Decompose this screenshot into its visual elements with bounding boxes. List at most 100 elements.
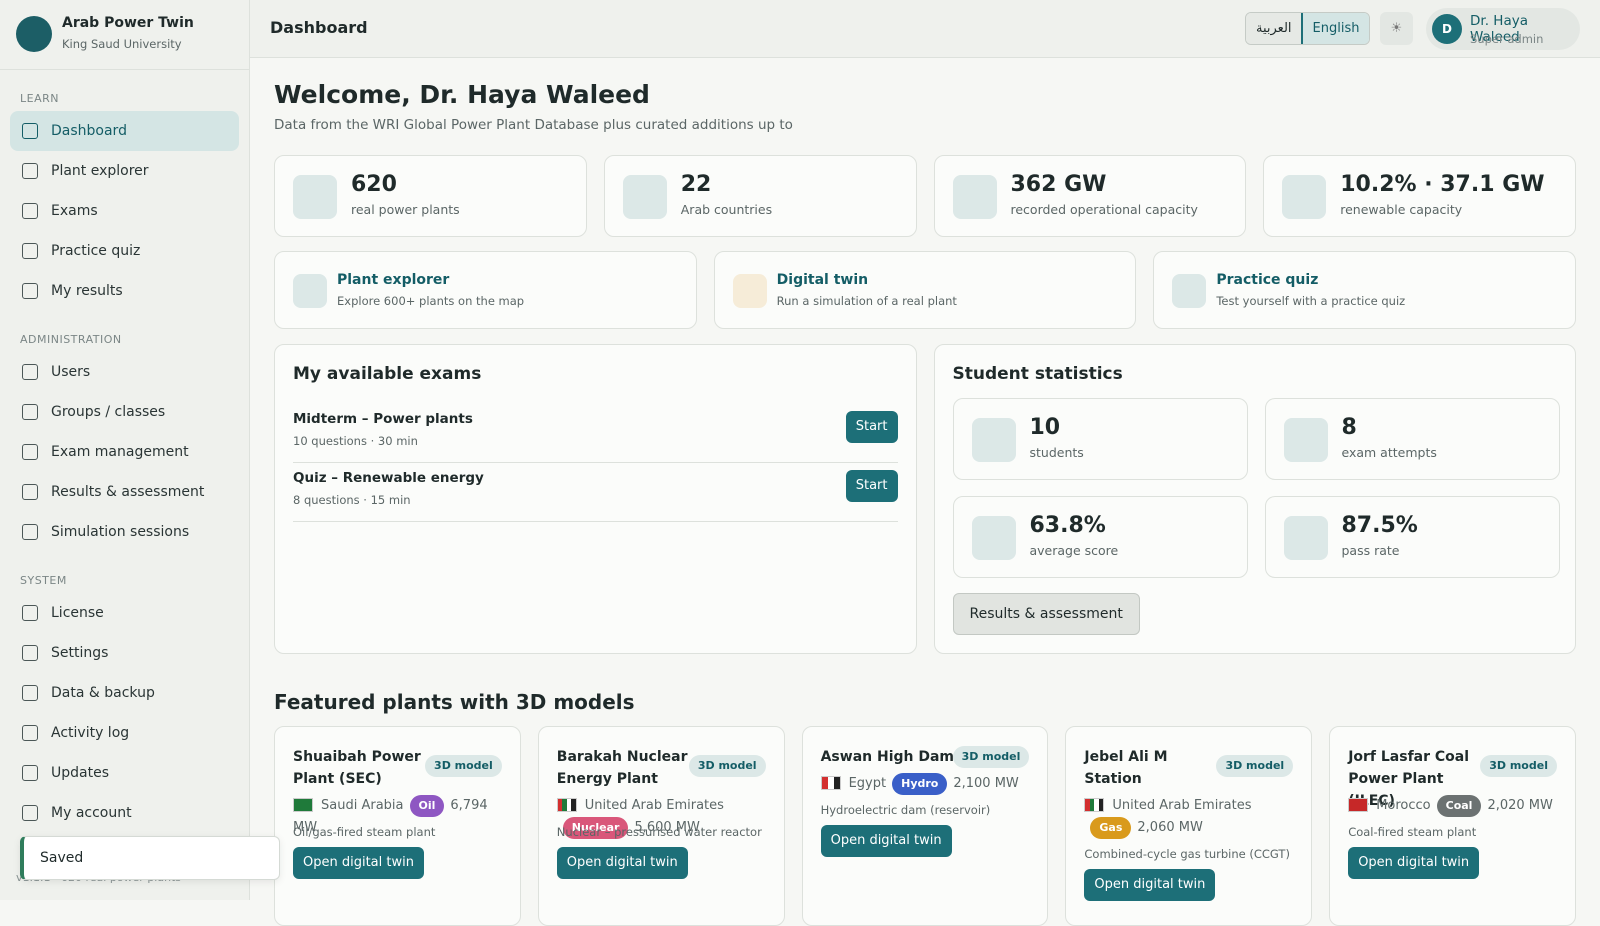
nav-item[interactable]: Simulation sessions [10, 512, 239, 552]
capacity: 5,600 MW [634, 820, 700, 835]
stat-label: renewable capacity [1340, 202, 1463, 217]
quick-link[interactable]: Digital twin Run a simulation of a real p… [713, 251, 1137, 329]
sidebar: Arab Power Twin King Saud University LEARN… [0, 0, 250, 900]
nav-label: Settings [51, 645, 109, 661]
panels-row: My available exams Midterm – Power plants… [274, 329, 1576, 654]
plant-location: United Arab Emirates Gas 2,060 MW [1084, 795, 1301, 839]
plant-card: Jorf Lasfar Coal Power Plant (JLEC) 3D mo… [1329, 726, 1576, 926]
flag-stripe [566, 799, 572, 811]
page-title: Dashboard [270, 18, 368, 37]
nav-icon [22, 605, 38, 621]
model-badge: 3D model [688, 755, 766, 777]
plant-card: Aswan High Dam 3D model Egypt Hydro 2,100 MW… [801, 726, 1049, 926]
links-row: Plant explorer Explore 600+ plants on the… [274, 237, 1577, 329]
nav-item[interactable]: Dashboard [10, 111, 239, 151]
nav-label: My account [51, 805, 132, 821]
open-twin-button[interactable]: Open digital twin [1084, 869, 1216, 901]
quick-link[interactable]: Plant explorer Explore 600+ plants on the… [274, 251, 697, 329]
nav-item[interactable]: Exam management [10, 432, 239, 472]
nav-item[interactable]: License [10, 593, 239, 633]
nav-label: Results & assessment [51, 484, 205, 500]
nav-icon [22, 364, 38, 380]
plant-location: Saudi Arabia Oil 6,794 MW [293, 795, 510, 839]
brand-title: Arab Power Twin [62, 15, 194, 31]
stat-label: exam attempts [1341, 445, 1437, 460]
stat-value: 8 [1341, 415, 1357, 440]
student-stats-card: Student statistics 10 students 8 exam attemp… [933, 344, 1576, 654]
capacity: 2,100 MW [953, 776, 1019, 791]
start-button[interactable]: Start [845, 470, 898, 502]
plant-desc: Oil/gas-fired steam plant [293, 825, 436, 839]
language-button[interactable]: العربية [1246, 13, 1302, 44]
nav-icon [22, 725, 38, 741]
plant-card: Jebel Ali M Station 3D model United Arab E… [1065, 726, 1313, 926]
nav-item[interactable]: Users [10, 352, 239, 392]
open-twin-button[interactable]: Open digital twin [1348, 847, 1480, 879]
country: United Arab Emirates [584, 798, 724, 813]
theme-toggle[interactable]: ☀ [1380, 12, 1413, 45]
nav-icon [22, 243, 38, 259]
flag-stripe [562, 799, 567, 811]
nav-icon [22, 805, 38, 821]
nav-item[interactable]: Updates [10, 753, 239, 793]
nav-item[interactable]: Groups / classes [10, 392, 239, 432]
model-badge: 3D model [1216, 755, 1294, 777]
plants-row: Shuaibah Power Plant (SEC) 3D model Saudi … [274, 726, 1576, 926]
flag-stripe [1089, 799, 1095, 811]
open-twin-button[interactable]: Open digital twin [820, 825, 952, 857]
card-title: My available exams [293, 364, 482, 384]
nav-item[interactable]: Results & assessment [10, 472, 239, 512]
nav-item[interactable]: Data & backup [10, 673, 239, 713]
link-title: Digital twin [776, 272, 869, 288]
link-desc: Test yourself with a practice quiz [1216, 294, 1406, 308]
type-chip: Gas [1090, 817, 1132, 839]
model-badge: 3D model [1480, 755, 1557, 777]
stat-card: 10.2% · 37.1 GW renewable capacity [1263, 155, 1576, 237]
flag-stripe [1098, 799, 1104, 811]
plant-name: Jebel Ali M Station [1084, 749, 1168, 787]
model-badge: 3D model [952, 746, 1030, 768]
user-name: Dr. Haya Waleed [1470, 13, 1528, 45]
user-menu[interactable]: D Dr. Haya Waleed Super admin [1426, 8, 1580, 50]
nav-icon [22, 404, 38, 420]
nav-icon [22, 123, 38, 139]
nav-label: Practice quiz [51, 243, 141, 259]
nav-label: License [51, 605, 104, 621]
stat-label: recorded operational capacity [1010, 202, 1198, 217]
nav-item[interactable]: Plant explorer [10, 151, 239, 191]
flag-stripe [1085, 799, 1090, 811]
exam-meta: 10 questions · 30 min [293, 434, 418, 448]
nav-item[interactable]: My account [10, 793, 239, 833]
type-chip: Nuclear [562, 817, 629, 839]
flag-stripe [557, 799, 563, 811]
capacity: 2,060 MW [1137, 820, 1203, 835]
nav-label: Plant explorer [51, 163, 149, 179]
flag [1348, 798, 1369, 812]
nav-icon [22, 524, 38, 540]
nav-item[interactable]: Activity log [10, 713, 239, 753]
type-chip: Hydro [892, 773, 948, 795]
brand-subtitle: King Saud University [62, 37, 182, 51]
nav-icon [22, 765, 38, 781]
flag-stripe [827, 777, 834, 789]
plant-name: Barakah Nuclear Energy Plant [556, 749, 688, 787]
nav-item[interactable]: My results [10, 271, 239, 311]
nav-item[interactable]: Exams [10, 191, 239, 231]
nav-label: Groups / classes [51, 404, 166, 420]
link-icon [1172, 274, 1207, 308]
stat-label: average score [1029, 543, 1119, 558]
results-button[interactable]: Results & assessment [952, 593, 1140, 635]
topbar: Dashboard العربية English ☀ D Dr. Haya Waleed… [250, 0, 1600, 58]
nav-label: Data & backup [51, 685, 155, 701]
nav-item[interactable]: Practice quiz [10, 231, 239, 271]
quick-link[interactable]: Practice quiz Test yourself with a practi… [1153, 251, 1577, 329]
open-twin-button[interactable]: Open digital twin [293, 847, 424, 879]
start-button[interactable]: Start [845, 411, 898, 443]
student-stat: 8 exam attempts [1264, 398, 1560, 480]
open-twin-button[interactable]: Open digital twin [556, 847, 688, 879]
student-stat: 10 students [952, 398, 1248, 480]
nav-item[interactable]: Settings [10, 633, 239, 673]
toast: Saved [20, 836, 280, 880]
nav-label: My results [51, 283, 123, 299]
language-button[interactable]: English [1300, 13, 1370, 44]
